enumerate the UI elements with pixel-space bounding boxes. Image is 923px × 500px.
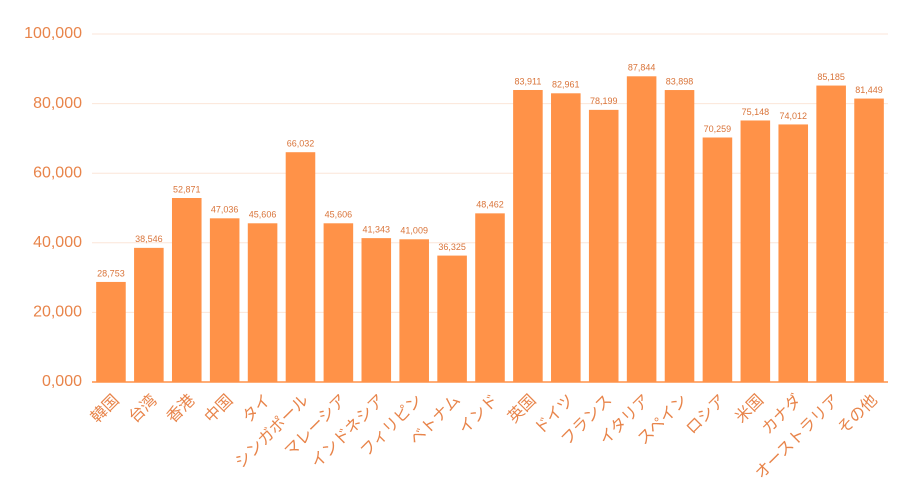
bar	[816, 85, 846, 382]
value-label: 66,032	[287, 139, 315, 149]
value-label: 87,844	[628, 63, 656, 73]
bar	[702, 137, 733, 382]
value-label: 38,546	[135, 234, 163, 244]
x-tick-label: 台湾	[125, 391, 160, 426]
x-tick-label: ロシア	[683, 392, 729, 438]
bar	[588, 109, 619, 382]
x-tick-label: 香港	[163, 391, 198, 426]
value-label: 70,259	[704, 124, 732, 134]
x-tick-label: 米国	[732, 391, 767, 426]
bar	[96, 281, 126, 382]
y-tick-label: 80,000	[33, 95, 82, 112]
value-label: 74,012	[779, 111, 807, 121]
bar	[361, 238, 392, 382]
bar	[285, 152, 316, 382]
bar	[854, 98, 884, 382]
bar	[778, 124, 809, 383]
value-label: 48,462	[476, 200, 504, 210]
bar	[664, 90, 695, 382]
value-label: 82,961	[552, 80, 580, 90]
x-tick-label: 韓国	[87, 391, 122, 426]
y-tick-label: 0,000	[42, 373, 82, 390]
value-label: 83,911	[514, 76, 541, 86]
y-tick-label: 100,000	[24, 25, 82, 42]
value-label: 45,606	[249, 210, 277, 220]
x-tick-label: 英国	[504, 391, 539, 426]
bar	[323, 223, 354, 382]
value-label: 41,343	[363, 225, 391, 235]
y-tick-label: 20,000	[33, 304, 82, 321]
bar	[399, 239, 429, 382]
bar	[475, 213, 505, 382]
x-tick-label: 中国	[201, 391, 236, 426]
value-label: 83,898	[666, 76, 694, 86]
bar	[171, 198, 202, 382]
x-tick-label: その他	[834, 391, 881, 438]
bar	[209, 218, 240, 382]
value-label: 41,009	[400, 226, 428, 236]
y-tick-label: 60,000	[33, 164, 82, 181]
bar	[740, 120, 771, 383]
bar	[551, 93, 581, 383]
x-tick-label: インド	[456, 392, 502, 438]
y-tick-label: 40,000	[33, 234, 82, 251]
value-label: 47,036	[211, 205, 239, 215]
value-label: 81,449	[855, 85, 883, 95]
bar	[626, 76, 657, 382]
bar	[247, 223, 278, 382]
value-label: 36,325	[438, 242, 466, 252]
value-label: 52,871	[173, 184, 201, 194]
value-label: 85,185	[817, 72, 845, 82]
bar	[437, 255, 467, 382]
bar	[513, 89, 543, 383]
value-label: 28,753	[97, 268, 125, 278]
bar	[134, 247, 164, 382]
value-label: 78,199	[590, 96, 618, 106]
x-tick-label: タイ	[239, 391, 274, 426]
value-label: 45,606	[325, 210, 353, 220]
value-label: 75,148	[742, 107, 770, 117]
